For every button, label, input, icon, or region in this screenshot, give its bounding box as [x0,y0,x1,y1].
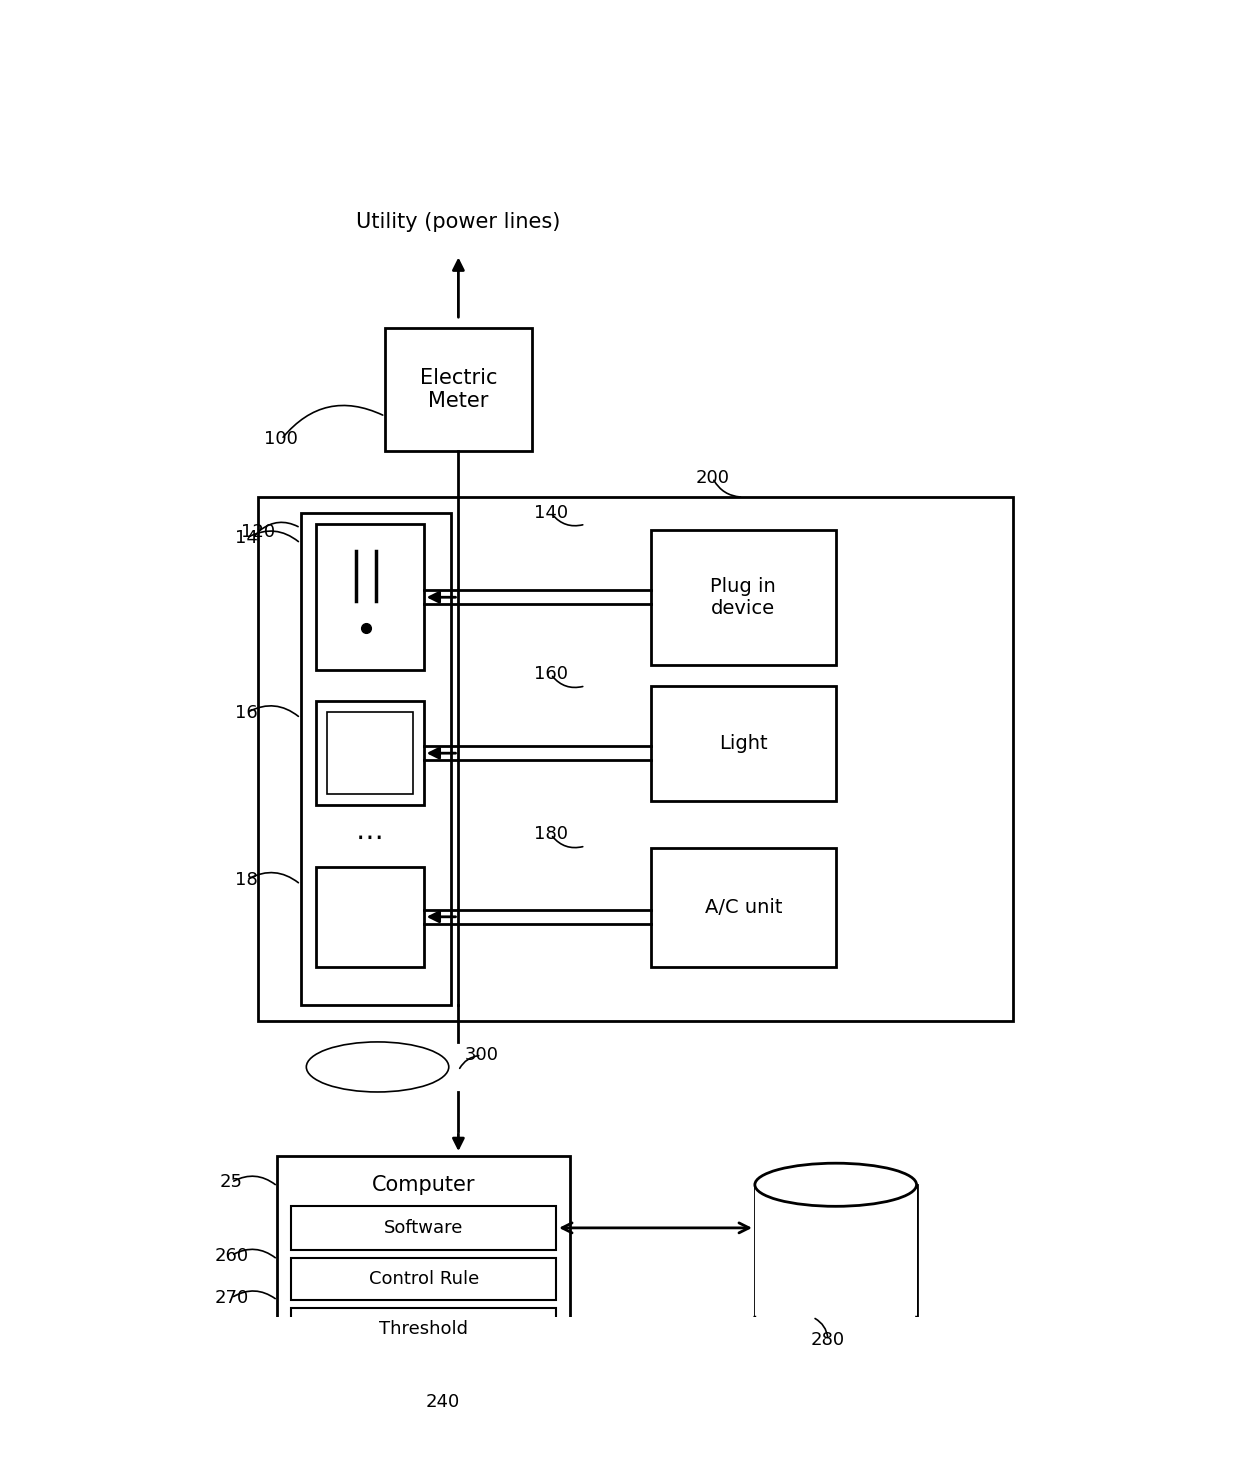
Bar [651,685,836,801]
Bar [278,1156,570,1379]
Text: 300: 300 [465,1046,498,1064]
Text: 280: 280 [811,1332,846,1350]
Text: 260: 260 [215,1246,248,1264]
Text: Electric
Meter: Electric Meter [419,367,497,411]
Bar [258,497,1013,1021]
Bar [291,1258,557,1301]
Bar [326,712,413,795]
Text: 200: 200 [696,469,729,487]
Text: ⋯: ⋯ [356,823,383,851]
Text: A/C unit: A/C unit [704,898,782,916]
Text: Utility (power lines): Utility (power lines) [356,212,560,232]
Bar [316,702,424,805]
Text: 18: 18 [236,870,258,889]
Text: 14: 14 [236,528,258,548]
Text: Control Rule: Control Rule [368,1270,479,1288]
Text: 160: 160 [533,665,568,684]
Text: 270: 270 [215,1289,248,1307]
Text: Computer: Computer [372,1175,475,1194]
Text: Light: Light [719,734,768,753]
Ellipse shape [306,1042,449,1092]
Bar [651,530,836,665]
Polygon shape [755,1185,916,1317]
Text: 120: 120 [241,522,275,540]
Text: Threshold: Threshold [379,1320,469,1338]
Text: 25: 25 [219,1174,243,1191]
Ellipse shape [755,1163,916,1206]
Bar [386,327,532,451]
Bar [300,512,450,1005]
Text: 180: 180 [533,826,568,844]
Bar [651,848,836,966]
Bar [316,867,424,966]
Text: 16: 16 [236,704,258,722]
Bar [291,1308,557,1350]
Text: Plug in
device: Plug in device [711,577,776,619]
Text: 240: 240 [425,1393,460,1410]
Text: 140: 140 [533,503,568,521]
Text: 100: 100 [264,431,299,448]
Bar [291,1206,557,1251]
Text: Software: Software [384,1220,464,1237]
Bar [316,524,424,670]
